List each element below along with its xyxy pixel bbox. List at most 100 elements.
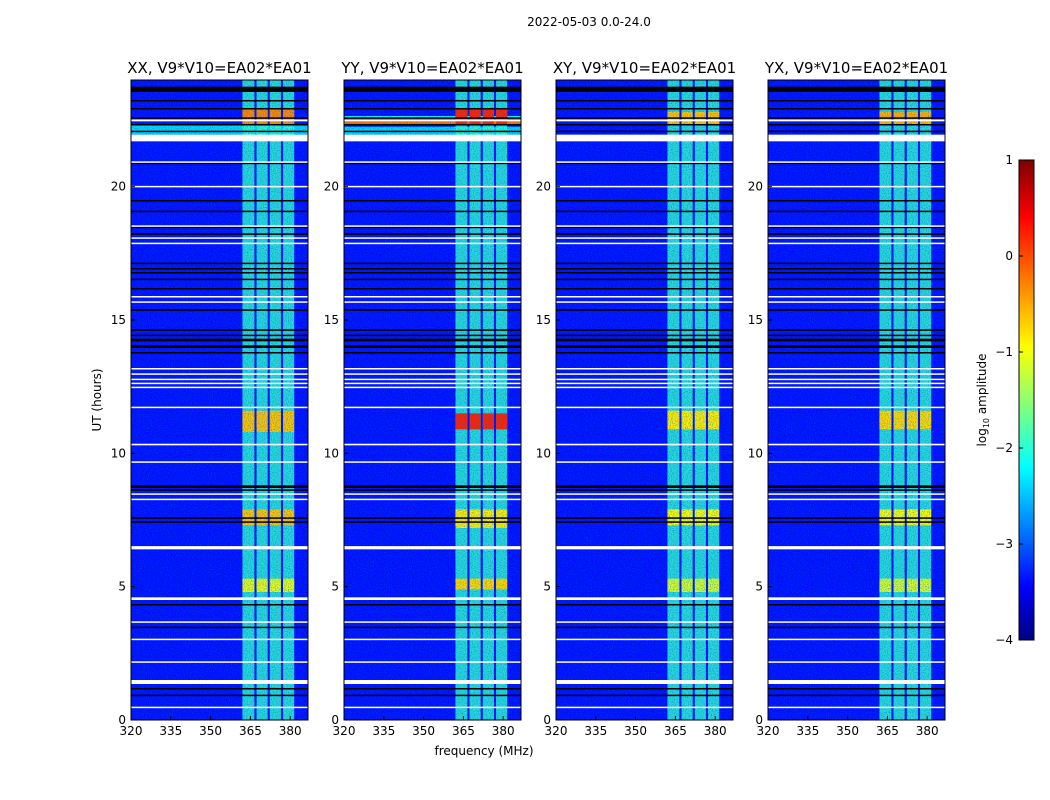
- panel-frame: [130, 79, 309, 721]
- panel-title: XX, V9*V10=EA02*EA01: [127, 59, 311, 77]
- flagged-row-black: [768, 108, 945, 110]
- flagged-row-black: [344, 262, 521, 265]
- flagged-row-white: [344, 296, 521, 298]
- y-tick-label: 15: [536, 313, 551, 327]
- flagged-row-black: [131, 485, 308, 488]
- flagged-row-white: [556, 368, 733, 370]
- flagged-row-white: [556, 597, 733, 600]
- flagged-row-black: [768, 130, 945, 133]
- flagged-row-white: [556, 382, 733, 385]
- flagged-row-white: [768, 378, 945, 381]
- x-tick-label: 365: [664, 724, 687, 738]
- flagged-row-white: [556, 301, 733, 303]
- flagged-row-white: [768, 237, 945, 239]
- x-axis-label: frequency (MHz): [434, 744, 533, 758]
- flagged-row-white: [556, 461, 733, 463]
- flagged-row-black: [556, 108, 733, 110]
- y-tick-label: 0: [543, 713, 551, 727]
- flagged-row-white: [556, 621, 733, 623]
- flagged-row-black: [131, 688, 308, 690]
- flagged-row-white: [131, 386, 308, 389]
- flagged-row-white: [768, 406, 945, 409]
- flagged-row-black: [131, 200, 308, 202]
- flagged-row-black: [344, 489, 521, 491]
- y-tick-label: 20: [536, 180, 551, 194]
- noise-texture: [768, 80, 945, 720]
- flagged-row-black: [556, 688, 733, 690]
- flagged-row-white: [131, 661, 308, 663]
- flagged-row-black: [768, 162, 945, 165]
- flagged-row-black: [131, 210, 308, 213]
- flagged-row-white: [768, 461, 945, 463]
- flagged-row-black: [768, 338, 945, 342]
- panel-2: XY, V9*V10=EA02*EA01 320 335 350 365 380 0 5 10 1…: [536, 59, 736, 738]
- flagged-row-black: [344, 485, 521, 488]
- flagged-row-black: [344, 233, 521, 235]
- flagged-row-white: [768, 119, 945, 122]
- flagged-row-black: [556, 262, 733, 265]
- y-tick-label: 15: [111, 313, 126, 327]
- noise-texture: [344, 80, 521, 720]
- flagged-row-white: [131, 225, 308, 227]
- flagged-row-black: [556, 200, 733, 202]
- flagged-row-black: [344, 352, 521, 354]
- flagged-row-white: [556, 443, 733, 446]
- flagged-row-white: [131, 301, 308, 303]
- flagged-row-white: [768, 296, 945, 298]
- flagged-row-black: [344, 226, 521, 229]
- flagged-row-white: [131, 119, 308, 122]
- flagged-row-black: [768, 688, 945, 690]
- x-tick-label: 380: [492, 724, 515, 738]
- flagged-row-white: [344, 546, 521, 550]
- flagged-row-white: [131, 378, 308, 381]
- flagged-row-white: [768, 134, 945, 142]
- flagged-row-white: [768, 638, 945, 641]
- flagged-row-black: [768, 86, 945, 92]
- flagged-row-black: [768, 268, 945, 270]
- flagged-row-white: [768, 546, 945, 550]
- flagged-row-white: [556, 119, 733, 122]
- flagged-row-black: [556, 272, 733, 274]
- flagged-row-black: [768, 517, 945, 519]
- flagged-row-white: [556, 134, 733, 142]
- x-tick-label: 380: [279, 724, 302, 738]
- flagged-row-white: [344, 378, 521, 381]
- x-tick-label: 350: [836, 724, 859, 738]
- y-tick-label: 15: [324, 313, 339, 327]
- flagged-row-white: [344, 597, 521, 600]
- flagged-row-black: [131, 626, 308, 629]
- panel-3: YX, V9*V10=EA02*EA01 320 335 350 365 380 0 5 10 1…: [748, 59, 948, 738]
- flagged-row-black: [556, 100, 733, 102]
- y-tick-label: 10: [536, 446, 551, 460]
- x-tick-label: 335: [796, 724, 819, 738]
- y-tick-label: 0: [118, 713, 126, 727]
- flagged-row-black: [556, 210, 733, 213]
- flagged-row-black: [768, 278, 945, 281]
- y-tick-label: 0: [331, 713, 339, 727]
- flagged-row-black: [131, 489, 308, 491]
- flagged-row-black: [768, 485, 945, 488]
- flagged-row-black: [131, 694, 308, 697]
- flagged-row-black: [131, 108, 308, 110]
- flagged-row-black: [131, 100, 308, 102]
- flagged-row-white: [556, 242, 733, 245]
- flagged-row-black: [344, 604, 521, 606]
- panel-frame: [555, 79, 734, 721]
- flagged-row-white: [556, 406, 733, 409]
- x-tick-label: 365: [876, 724, 899, 738]
- flagged-row-white: [344, 661, 521, 663]
- y-tick-label: 5: [331, 580, 339, 594]
- flagged-row-black: [556, 162, 733, 165]
- flagged-row-white: [131, 546, 308, 550]
- flagged-row-black: [131, 226, 308, 229]
- flagged-row-black: [344, 694, 521, 697]
- flagged-row-white: [344, 119, 521, 122]
- flagged-row-black: [768, 117, 945, 119]
- flagged-row-black: [768, 288, 945, 290]
- y-tick-label: 10: [111, 446, 126, 460]
- flagged-row-white: [131, 597, 308, 600]
- flagged-row-black: [768, 100, 945, 102]
- flagged-row-black: [768, 210, 945, 213]
- flagged-row-white: [768, 368, 945, 370]
- flagged-row-black: [131, 345, 308, 348]
